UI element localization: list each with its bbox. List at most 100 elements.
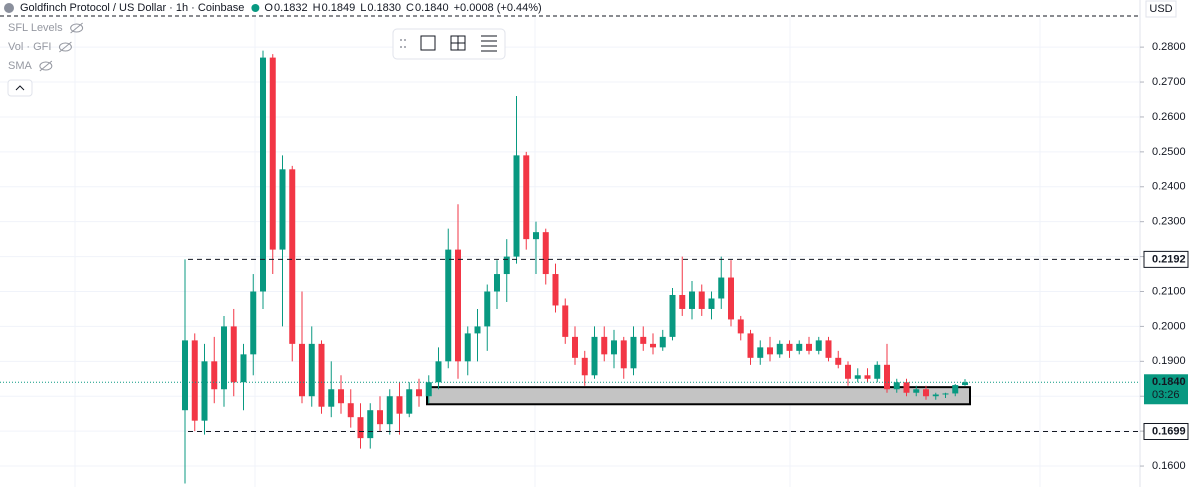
candle-body <box>650 343 656 348</box>
chart-title: Goldfinch Protocol / US Dollar · 1h · Co… <box>20 2 244 14</box>
candle-body <box>708 298 715 309</box>
y-tick-label: 0.2400 <box>1152 181 1186 193</box>
candle-body <box>932 394 939 397</box>
rect-tool[interactable] <box>420 35 436 51</box>
candle-body <box>679 294 686 309</box>
candle-body <box>581 357 588 376</box>
candle-body <box>240 354 247 383</box>
y-tick-label: 0.2000 <box>1152 320 1186 332</box>
candle-body <box>513 155 520 257</box>
candle-body <box>620 340 627 369</box>
candle-body <box>328 389 335 407</box>
candle-body <box>396 396 403 414</box>
candle-body <box>835 357 842 365</box>
zone <box>426 386 971 406</box>
candle-body <box>221 326 227 390</box>
ohlc-label: L <box>360 2 366 14</box>
candle-body <box>250 291 257 355</box>
level-label: 0.1699 <box>1152 425 1186 437</box>
ohlc-value: 0.1849 <box>322 2 356 14</box>
candle-body <box>308 343 315 397</box>
y-tick-label: 0.1600 <box>1152 460 1186 472</box>
y-tick-label: 0.2100 <box>1152 285 1186 297</box>
candle-body <box>279 169 286 250</box>
candle-body <box>260 57 266 292</box>
indicator-label: SFL Levels <box>8 22 63 34</box>
candle-body <box>854 375 861 379</box>
candle-body <box>669 294 676 337</box>
last-price-label: 0.1840 <box>1152 376 1186 388</box>
candle-body <box>767 347 773 355</box>
candle-body <box>464 333 471 362</box>
ohlc-value: 0.1830 <box>367 2 401 14</box>
candle-body <box>425 382 432 397</box>
ohlc-label: O <box>264 2 273 14</box>
candle-body <box>494 274 500 292</box>
candle-body <box>640 336 647 344</box>
hidden-icon <box>70 23 84 33</box>
candle-body <box>903 382 910 393</box>
candle-body <box>630 336 637 369</box>
candle-body <box>923 389 929 397</box>
change: +0.0008 (+0.44%) <box>454 2 542 14</box>
symbol-icon <box>4 3 14 13</box>
collapse-icon <box>15 85 25 91</box>
market-status <box>251 4 260 12</box>
candle-body <box>211 361 218 390</box>
candle-body <box>806 343 812 351</box>
candle-body <box>786 343 793 351</box>
candle-body <box>484 291 491 327</box>
candle-body <box>718 277 725 299</box>
candle-body <box>893 382 900 390</box>
hidden-slash <box>59 41 72 53</box>
candle-body <box>611 340 617 355</box>
hidden-slash <box>39 60 53 72</box>
crosshair-icon <box>451 36 465 50</box>
level-label-box <box>1143 250 1189 268</box>
hidden-slash <box>70 22 83 34</box>
candle-body <box>845 364 851 379</box>
candle-body <box>367 410 374 439</box>
grid <box>0 17 1140 487</box>
candle-body <box>562 305 569 337</box>
grip <box>400 39 402 41</box>
candle-body <box>747 333 754 358</box>
candle-body <box>776 343 783 355</box>
candle-body <box>825 340 832 358</box>
hidden-icon <box>39 61 53 71</box>
candle-body <box>757 347 764 358</box>
candle-body <box>659 336 666 348</box>
grip <box>404 46 406 48</box>
y-tick-label: 0.2500 <box>1152 146 1186 158</box>
ohlc-value: 0.1832 <box>274 2 308 14</box>
candle-body <box>601 336 608 355</box>
candle-body <box>884 364 890 390</box>
candle-body <box>815 340 822 351</box>
y-tick-label: 0.2700 <box>1152 76 1186 88</box>
settings-tool[interactable] <box>481 35 497 52</box>
candle-body <box>299 343 305 397</box>
header: Goldfinch Protocol / US Dollar · 1h · Co… <box>8 2 542 72</box>
candle-body <box>474 326 481 334</box>
countdown: 03:26 <box>1152 389 1180 401</box>
grip <box>400 46 402 48</box>
candle-body <box>542 232 549 275</box>
candle-body <box>386 396 393 425</box>
toolbar-box <box>392 28 506 60</box>
candle-body <box>289 169 296 344</box>
indicator-label: SMA <box>8 60 33 72</box>
currency-box[interactable] <box>1145 0 1177 18</box>
candle-body <box>737 319 744 334</box>
level-label-box <box>1143 422 1189 440</box>
currency[interactable]: USD <box>1149 3 1172 15</box>
candle-body <box>182 340 188 411</box>
candle-body <box>230 326 237 383</box>
candle-body <box>864 375 871 379</box>
candle-body <box>962 382 968 386</box>
candle-body <box>572 336 578 358</box>
candle-body <box>523 155 530 240</box>
drawing-toolbar <box>392 28 506 60</box>
ohlc-value: 0.1840 <box>415 2 449 14</box>
collapse-button[interactable] <box>7 79 33 97</box>
